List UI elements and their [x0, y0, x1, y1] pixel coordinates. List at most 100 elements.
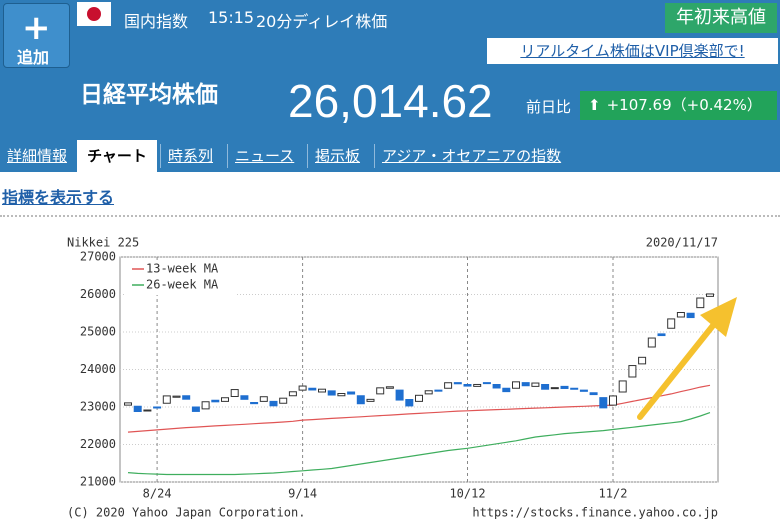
candle: [521, 382, 530, 387]
candle: [570, 387, 579, 390]
tab-separator: [307, 144, 308, 168]
candle: [618, 380, 627, 393]
candle: [541, 384, 550, 390]
candle: [162, 395, 171, 404]
change-box: ⬆ +107.69（+0.42%）: [580, 91, 777, 120]
tab[interactable]: 詳細情報: [7, 147, 68, 165]
badge: 年初来高値: [665, 3, 777, 33]
delay: 20分ディレイ株価: [256, 12, 388, 31]
y-tick-label: 26000: [80, 287, 116, 301]
x-tick-label: 10/12: [449, 487, 485, 501]
candle: [259, 396, 268, 402]
flag-sun: [87, 7, 101, 21]
candle: [385, 386, 394, 389]
candle: [638, 356, 647, 365]
y-tick-label: 21000: [80, 475, 116, 489]
tab[interactable]: ニュース: [235, 147, 295, 165]
stock-name: 日経平均株価: [80, 82, 218, 108]
candle: [579, 389, 588, 392]
candle: [599, 397, 608, 409]
candle: [191, 406, 200, 412]
up-arrow: ⬆: [588, 96, 601, 114]
candle: [288, 391, 297, 397]
chart-title: Nikkei 225: [67, 236, 139, 250]
candle: [337, 393, 346, 397]
candle: [696, 297, 705, 309]
candle: [502, 387, 511, 393]
x-tick-label: 11/2: [599, 487, 628, 501]
legend-box: [126, 261, 236, 295]
candle: [269, 400, 278, 407]
candle: [647, 337, 656, 348]
tab[interactable]: 掲示板: [315, 147, 361, 165]
change: +107.69（+0.42%）: [606, 96, 762, 114]
candle: [609, 395, 617, 406]
candle: [250, 402, 259, 405]
candle: [434, 389, 443, 392]
source-url: https://stocks.finance.yahoo.co.jp: [472, 506, 718, 520]
y-tick-label: 27000: [80, 250, 116, 264]
candle: [211, 399, 220, 403]
candle: [667, 318, 676, 329]
change-label: 前日比: [526, 98, 572, 116]
candle: [531, 382, 540, 387]
chart-date: 2020/11/17: [646, 236, 718, 250]
candle: [279, 397, 288, 404]
candle: [676, 312, 685, 318]
candle: [230, 389, 239, 397]
copyright: (C) 2020 Yahoo Japan Corporation.: [67, 506, 305, 520]
candle: [308, 387, 317, 391]
time: 15:15: [208, 8, 255, 27]
y-tick-label: 23000: [80, 400, 116, 414]
candle: [512, 381, 520, 389]
candle: [550, 387, 559, 390]
candle: [153, 406, 162, 409]
candle: [706, 293, 714, 297]
add-label: 追加: [17, 48, 50, 67]
y-tick-label: 22000: [80, 437, 116, 451]
candle: [366, 398, 375, 402]
candle: [124, 402, 132, 406]
market: 国内指数: [124, 12, 189, 31]
candle: [589, 392, 598, 396]
add-button[interactable]: + 追加: [3, 3, 70, 68]
divider: [0, 215, 780, 217]
candle: [560, 385, 569, 389]
arrow-head: [700, 297, 737, 337]
candle: [182, 395, 191, 400]
arrow-shaft: [637, 320, 718, 420]
candle: [133, 405, 142, 412]
candle: [424, 390, 433, 395]
candle: [172, 395, 181, 398]
y-tick-label: 25000: [80, 325, 116, 339]
candle: [628, 365, 637, 378]
candle: [405, 399, 414, 407]
candle: [201, 401, 210, 410]
candle: [376, 387, 385, 395]
candle: [473, 383, 482, 387]
candle: [298, 385, 307, 391]
candle: [463, 384, 472, 387]
legend-label: 13-week MA: [146, 262, 219, 276]
tab-separator: [227, 144, 228, 168]
flag: [77, 2, 111, 26]
candle: [143, 409, 152, 412]
indicator-link[interactable]: 指標を表示する: [2, 188, 115, 207]
candle: [686, 312, 695, 319]
tab[interactable]: アジア・オセアニアの指数: [382, 147, 562, 165]
candle: [444, 382, 453, 389]
candle: [657, 333, 666, 337]
candle: [492, 384, 501, 389]
candle: [221, 397, 229, 402]
tab[interactable]: 時系列: [168, 147, 214, 165]
x-tick-label: 9/14: [288, 487, 317, 501]
tab[interactable]: チャート: [77, 140, 157, 172]
candle: [327, 390, 336, 396]
tab-separator: [160, 144, 161, 168]
x-tick-label: 8/24: [143, 487, 172, 501]
candle: [395, 389, 404, 401]
plus-icon: +: [22, 8, 51, 48]
vip-link[interactable]: リアルタイム株価はVIP倶楽部で!: [487, 38, 778, 64]
candle: [240, 395, 249, 400]
